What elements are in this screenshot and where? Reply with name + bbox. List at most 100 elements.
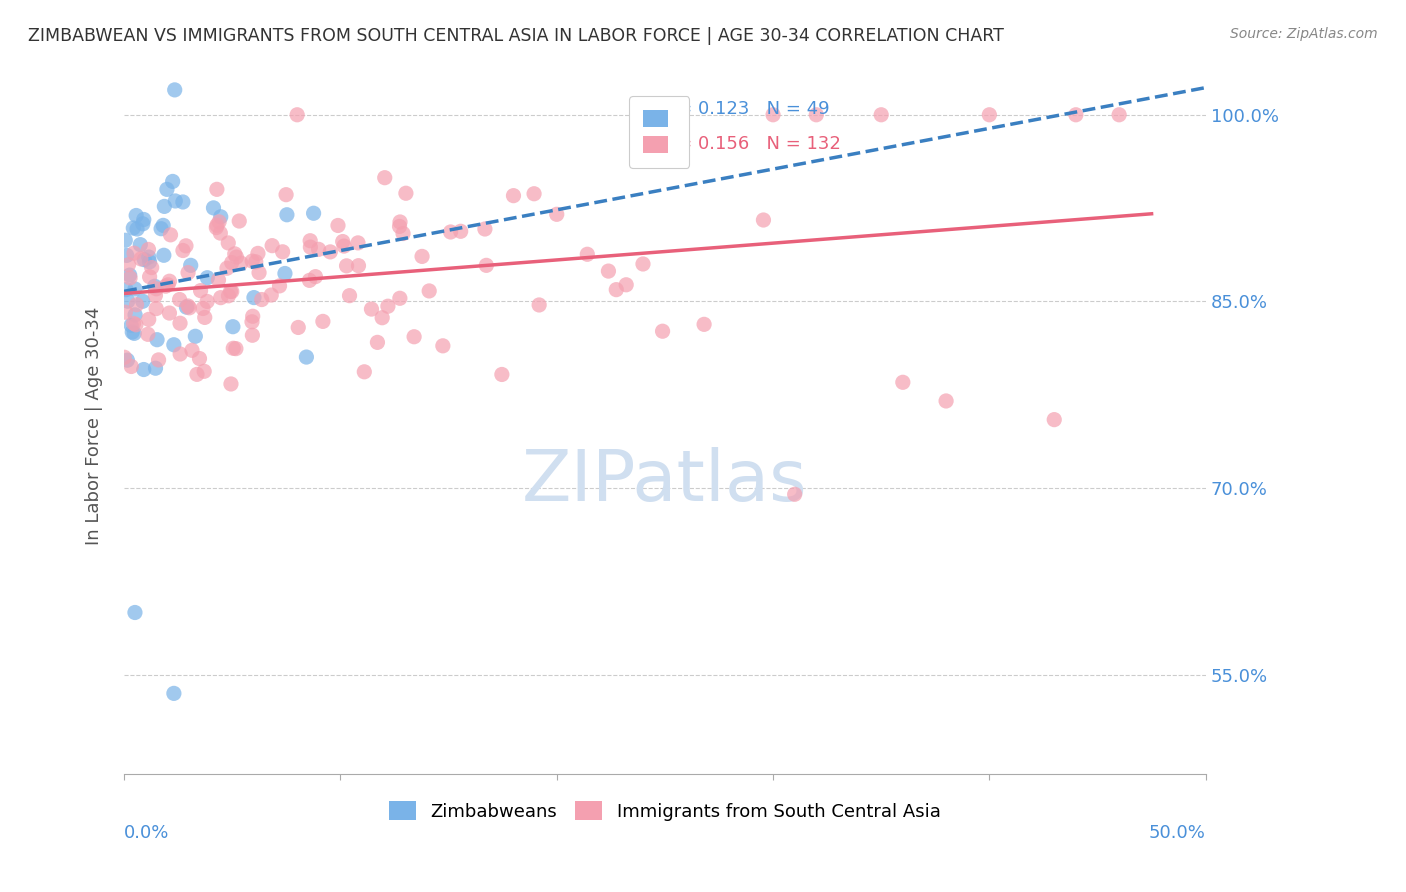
Point — [153, 248, 176, 262]
Point — [138, 269, 160, 284]
Point — [218, 289, 240, 303]
Point — [181, 343, 204, 358]
Point — [295, 350, 318, 364]
Point — [114, 305, 136, 319]
Point — [179, 301, 201, 315]
Point — [221, 285, 243, 299]
Text: ZIPatlas: ZIPatlas — [522, 447, 807, 516]
Point — [177, 266, 200, 280]
Point — [115, 283, 138, 297]
Point — [523, 186, 546, 201]
Point — [195, 270, 218, 285]
Point — [654, 108, 676, 122]
Point — [163, 83, 186, 97]
Point — [124, 606, 146, 620]
Point — [299, 240, 322, 254]
Point — [121, 325, 143, 339]
Point — [806, 108, 828, 122]
Point — [347, 235, 370, 250]
Point — [163, 686, 186, 700]
Point — [576, 247, 599, 261]
Point — [392, 227, 415, 241]
Point — [193, 364, 215, 378]
Point — [120, 318, 142, 333]
Point — [208, 215, 231, 229]
Point — [122, 316, 145, 330]
Point — [122, 221, 145, 235]
Point — [304, 269, 326, 284]
Point — [180, 258, 202, 272]
Point — [152, 219, 174, 233]
Point — [260, 288, 283, 302]
Legend: Zimbabweans, Immigrants from South Central Asia: Zimbabweans, Immigrants from South Centr… — [382, 794, 948, 828]
Point — [118, 268, 141, 282]
Point — [117, 294, 139, 309]
Point — [155, 279, 177, 293]
Point — [1108, 108, 1130, 122]
Point — [145, 301, 167, 316]
Point — [195, 294, 218, 309]
Point — [145, 282, 167, 296]
Point — [245, 255, 267, 269]
Point — [132, 362, 155, 376]
Point — [224, 247, 246, 261]
Text: R = 0.123   N = 49: R = 0.123 N = 49 — [659, 100, 830, 118]
Point — [191, 301, 214, 316]
Point — [651, 324, 673, 338]
Point — [411, 249, 433, 263]
Point — [242, 328, 264, 343]
Point — [222, 319, 245, 334]
Point — [125, 318, 148, 332]
Point — [598, 264, 620, 278]
Point — [870, 108, 893, 122]
Point — [1064, 108, 1087, 122]
Point — [242, 310, 264, 324]
Point — [389, 215, 412, 229]
Point — [274, 187, 297, 202]
Point — [207, 273, 229, 287]
Point — [631, 257, 654, 271]
Point — [124, 308, 146, 322]
Point — [347, 259, 370, 273]
Point — [205, 182, 228, 196]
Point — [693, 318, 716, 332]
Text: 0.0%: 0.0% — [124, 824, 170, 842]
Point — [335, 259, 357, 273]
Point — [546, 207, 568, 221]
Point — [221, 255, 243, 269]
Point — [353, 365, 375, 379]
Point — [165, 194, 187, 208]
Point — [388, 291, 411, 305]
Point — [125, 298, 148, 312]
Point — [287, 320, 309, 334]
Point — [129, 237, 152, 252]
Point — [136, 327, 159, 342]
Point — [120, 359, 142, 374]
Point — [299, 234, 322, 248]
Point — [222, 341, 245, 355]
Point — [209, 226, 232, 240]
Point — [209, 291, 232, 305]
Point — [202, 201, 225, 215]
Point — [209, 210, 232, 224]
Text: 50.0%: 50.0% — [1149, 824, 1206, 842]
Point — [395, 186, 418, 201]
Point — [174, 239, 197, 253]
Point — [250, 293, 273, 307]
Point — [228, 214, 250, 228]
Point — [132, 212, 155, 227]
Point — [125, 222, 148, 236]
Point — [190, 284, 212, 298]
Point — [418, 284, 440, 298]
Point — [188, 351, 211, 366]
Point — [145, 361, 167, 376]
Point — [243, 291, 266, 305]
Point — [302, 206, 325, 220]
Y-axis label: In Labor Force | Age 30-34: In Labor Force | Age 30-34 — [86, 307, 103, 545]
Point — [262, 238, 284, 252]
Point — [120, 271, 142, 285]
Point — [162, 174, 184, 188]
Point — [122, 246, 145, 260]
Point — [138, 255, 160, 269]
Point — [312, 314, 335, 328]
